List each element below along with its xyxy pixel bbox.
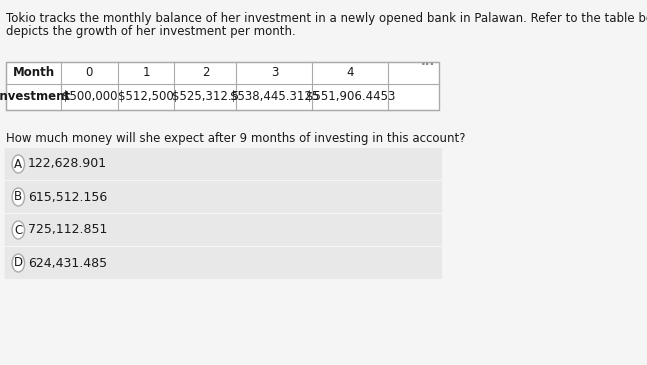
- Text: depicts the growth of her investment per month.: depicts the growth of her investment per…: [6, 25, 296, 38]
- Text: Investment: Investment: [0, 91, 71, 104]
- Text: $525,312.5: $525,312.5: [172, 91, 239, 104]
- Text: Month: Month: [12, 66, 54, 80]
- Text: ...: ...: [421, 55, 435, 68]
- Text: D: D: [14, 257, 23, 269]
- FancyBboxPatch shape: [5, 214, 442, 246]
- Text: 3: 3: [270, 66, 278, 80]
- Text: C: C: [14, 223, 23, 237]
- Text: 615,512.156: 615,512.156: [28, 191, 107, 204]
- Text: $551,906.4453: $551,906.4453: [305, 91, 395, 104]
- Text: 4: 4: [347, 66, 354, 80]
- Text: 0: 0: [85, 66, 93, 80]
- Text: 122,628.901: 122,628.901: [28, 158, 107, 170]
- Text: 624,431.485: 624,431.485: [28, 257, 107, 269]
- FancyBboxPatch shape: [5, 148, 442, 180]
- Text: 2: 2: [202, 66, 209, 80]
- Circle shape: [12, 254, 25, 272]
- Text: 725,112.851: 725,112.851: [28, 223, 107, 237]
- Text: $538,445.3125: $538,445.3125: [230, 91, 319, 104]
- FancyBboxPatch shape: [5, 181, 442, 213]
- Bar: [6, 62, 439, 110]
- Text: $500,000: $500,000: [61, 91, 117, 104]
- Text: $512,500: $512,500: [118, 91, 174, 104]
- Text: B: B: [14, 191, 23, 204]
- Circle shape: [12, 155, 25, 173]
- Circle shape: [12, 221, 25, 239]
- Text: How much money will she expect after 9 months of investing in this account?: How much money will she expect after 9 m…: [6, 132, 465, 145]
- Text: A: A: [14, 158, 22, 170]
- Text: 1: 1: [142, 66, 149, 80]
- Text: Tokio tracks the monthly balance of her investment in a newly opened bank in Pal: Tokio tracks the monthly balance of her …: [6, 12, 647, 25]
- Circle shape: [12, 188, 25, 206]
- FancyBboxPatch shape: [5, 247, 442, 279]
